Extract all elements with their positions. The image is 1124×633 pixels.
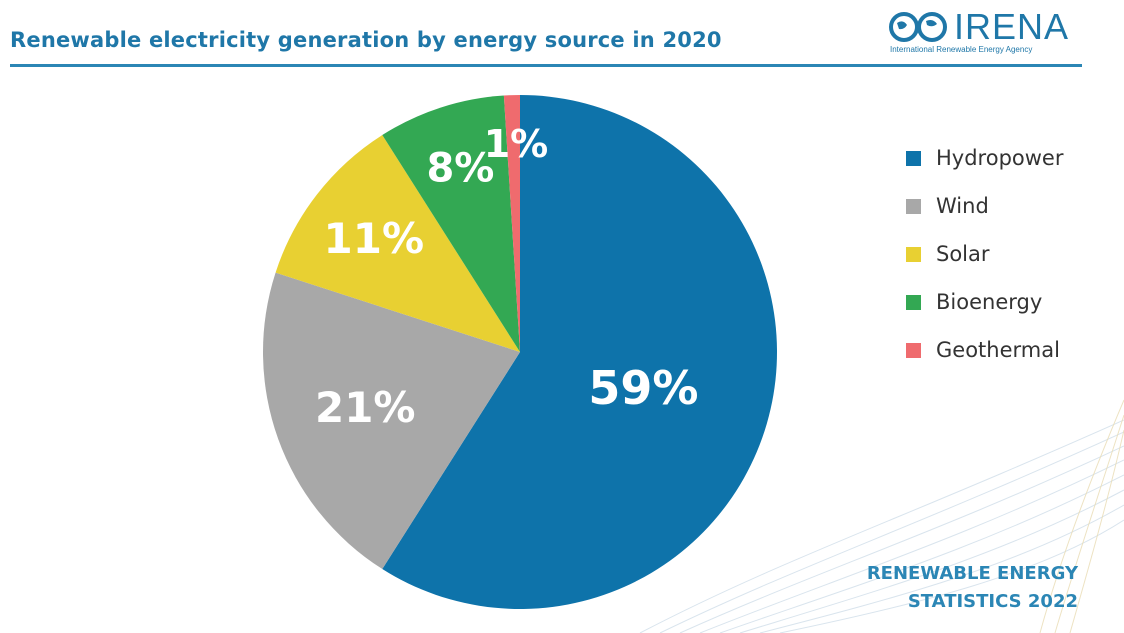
report-label-line1: RENEWABLE ENERGY [866, 563, 1078, 584]
logo-wordmark: IRENA [954, 6, 1070, 47]
pie-slice-solar [275, 135, 520, 352]
legend-label: Geothermal [936, 338, 1060, 362]
legend-swatch [906, 198, 921, 214]
title-divider [10, 64, 1082, 67]
legend-item-bioenergy: Bioenergy [906, 278, 1063, 326]
irena-logo: IRENA International Renewable Energy Age… [888, 6, 1078, 56]
globe-icon [889, 12, 947, 42]
legend-swatch [906, 342, 921, 358]
legend-swatch [906, 150, 921, 166]
legend-swatch [906, 294, 921, 310]
legend-swatch [906, 246, 921, 262]
data-label-hydropower: 59% [588, 361, 698, 415]
report-label: RENEWABLE ENERGY STATISTICS 2022 [867, 560, 1078, 616]
legend-item-wind: Wind [906, 182, 1063, 230]
legend-label: Bioenergy [936, 290, 1043, 314]
chart-title: Renewable electricity generation by ener… [10, 28, 722, 52]
data-label-geothermal: 1% [484, 122, 549, 166]
pie-slice-hydropower [382, 95, 778, 610]
data-label-solar: 11% [324, 214, 425, 263]
legend-label: Solar [936, 242, 990, 266]
data-label-bioenergy: 8% [426, 146, 494, 192]
report-label-line2: STATISTICS 2022 [907, 591, 1078, 612]
legend-item-hydropower: Hydropower [906, 134, 1063, 182]
chart-legend: Hydropower Wind Solar Bioenergy Geothermal [906, 134, 1063, 374]
data-label-wind: 21% [315, 383, 416, 432]
logo-subtitle: International Renewable Energy Agency [890, 45, 1033, 54]
pie-slice-bioenergy [382, 95, 520, 352]
legend-label: Hydropower [936, 146, 1064, 170]
legend-item-geothermal: Geothermal [906, 326, 1063, 374]
pie-slice-wind [263, 272, 520, 569]
legend-item-solar: Solar [906, 230, 1063, 278]
pie-slice-geothermal [503, 95, 520, 352]
legend-label: Wind [936, 194, 989, 218]
